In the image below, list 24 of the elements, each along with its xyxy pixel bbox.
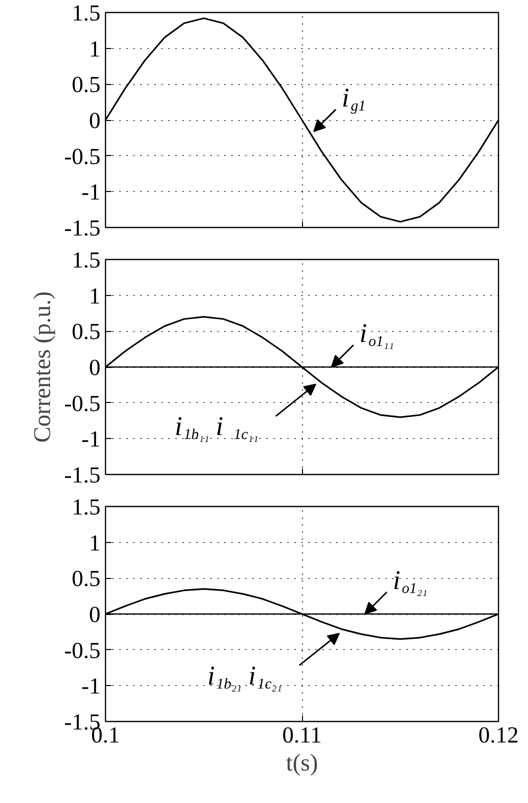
x-tick-label: 0.12: [478, 722, 519, 748]
y-tick-label: 1: [89, 283, 100, 308]
y-tick-label: -1.5: [64, 462, 101, 488]
x-axis-title: t(s): [286, 750, 318, 776]
y-tick-label: 0: [89, 355, 100, 380]
y-tick-label: 1.5: [72, 494, 100, 520]
y-tick-label: 1: [89, 530, 100, 556]
y-tick-label: -0.5: [64, 390, 101, 416]
y-tick-label: -0.5: [64, 144, 101, 169]
y-tick-label: 1.5: [72, 0, 100, 26]
y-tick-label: 0.5: [72, 72, 100, 98]
y-tick-label: -1: [81, 180, 101, 205]
y-tick-label: -1.5: [64, 216, 101, 240]
y-tick-label: 1: [89, 36, 100, 62]
y-tick-label: 0.5: [72, 319, 100, 344]
x-tick-label: 0.11: [282, 722, 322, 748]
y-tick-label: 0.5: [72, 566, 100, 592]
y-tick-label: 0: [89, 108, 100, 133]
y-tick-label: 0: [89, 602, 100, 627]
y-tick-label: 1.5: [72, 248, 100, 272]
y-tick-label: -0.5: [64, 638, 101, 663]
y-tick-label: -1: [81, 674, 101, 699]
y-axis-title: Correntes (p.u.): [30, 291, 56, 443]
y-tick-label: -1: [81, 426, 101, 452]
